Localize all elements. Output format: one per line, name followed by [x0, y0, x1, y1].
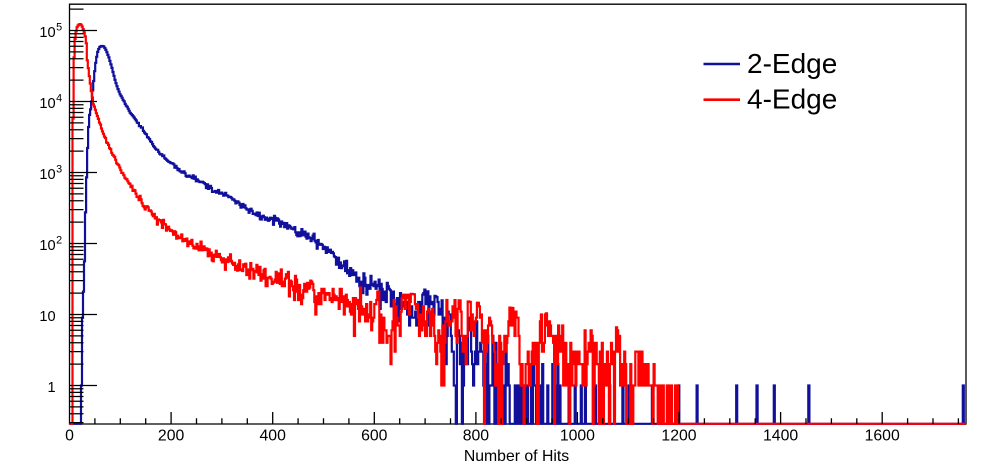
svg-text:4: 4	[56, 92, 62, 104]
svg-text:400: 400	[260, 427, 287, 444]
svg-text:1000: 1000	[560, 427, 595, 444]
svg-text:2: 2	[56, 234, 62, 246]
svg-text:0: 0	[65, 427, 74, 444]
svg-text:10: 10	[39, 238, 55, 254]
svg-text:10: 10	[39, 309, 55, 325]
svg-text:800: 800	[463, 427, 490, 444]
svg-text:5: 5	[56, 21, 62, 33]
svg-text:3: 3	[56, 163, 62, 175]
svg-text:10: 10	[39, 25, 55, 41]
svg-text:10: 10	[39, 96, 55, 112]
svg-text:200: 200	[158, 427, 185, 444]
svg-text:10: 10	[39, 167, 55, 183]
svg-text:1: 1	[47, 380, 55, 396]
svg-text:1600: 1600	[865, 427, 900, 444]
svg-text:1200: 1200	[661, 427, 696, 444]
svg-text:Number of Hits: Number of Hits	[464, 448, 569, 465]
svg-text:600: 600	[361, 427, 388, 444]
svg-text:1400: 1400	[763, 427, 798, 444]
svg-text:2-Edge: 2-Edge	[747, 48, 837, 79]
svg-text:4-Edge: 4-Edge	[747, 84, 837, 115]
